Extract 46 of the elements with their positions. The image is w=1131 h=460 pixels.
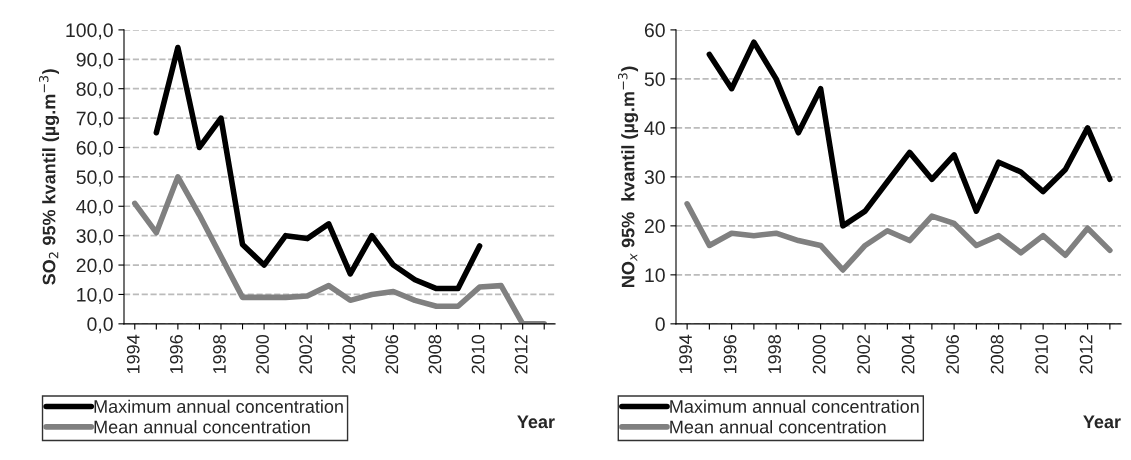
legend-label: Maximum annual concentration [94,399,343,413]
x-tick-label: 2010 [471,334,485,374]
y-tick-label: 50,0 [76,170,113,187]
y-axis-title: SO$_{2}$ 95% kvantil (µg.m$^{−3}$) [38,69,60,285]
x-tick-label: 1994 [679,334,692,374]
x-tick-label: 2008 [428,335,442,374]
x-tick-label: 1994 [126,334,140,374]
y-tick-label: 80,0 [76,82,113,99]
x-tick-label: 2012 [514,335,528,374]
y-tick-label: 70,0 [76,111,113,128]
x-tick-label: 2004 [342,334,356,374]
x-tick-label: 2008 [990,335,1004,374]
x-tick-label: 2004 [901,334,915,374]
x-axis-title: Year [517,415,555,429]
y-tick-label: 60,0 [76,140,113,158]
x-tick-label: 1996 [723,335,737,374]
x-tick-label: 2000 [812,334,826,374]
y-tick-label: 20,0 [76,258,113,275]
y-tick-label: 10 [645,268,665,283]
y-axis-title: NO$_{x}$ 95% kvantil (µg.m$^{−3}$) [618,66,639,287]
x-tick-label: 2002 [299,335,313,374]
legend-label: Mean annual concentration [94,420,310,434]
y-tick-label: 10,0 [77,287,113,304]
x-tick-label: 2000 [256,334,269,374]
y-tick-label: 100,0 [66,23,113,40]
x-axis-title: Year [1083,415,1121,429]
y-tick-label: 60 [644,23,665,38]
y-tick-label: 0 [655,317,665,332]
x-tick-label: 1996 [169,335,183,374]
y-tick-label: 30,0 [76,229,113,246]
x-tick-label: 2006 [946,335,959,374]
x-tick-label: 2002 [857,335,870,374]
y-tick-label: 0,0 [87,317,113,334]
x-tick-label: 1998 [213,335,226,374]
y-tick-label: 90,0 [76,52,113,69]
y-tick-label: 20 [644,219,665,234]
y-tick-label: 40,0 [76,199,113,216]
x-tick-label: 2012 [1079,335,1093,374]
y-tick-label: 30 [644,170,665,185]
x-tick-label: 2006 [385,335,399,374]
legend-label: Mean annual concentration [670,420,886,434]
y-tick-label: 40 [644,121,665,136]
y-tick-label: 50 [644,72,665,87]
x-tick-label: 1998 [768,335,781,374]
legend-label: Maximum annual concentration [670,399,919,413]
x-tick-label: 2010 [1035,334,1048,374]
